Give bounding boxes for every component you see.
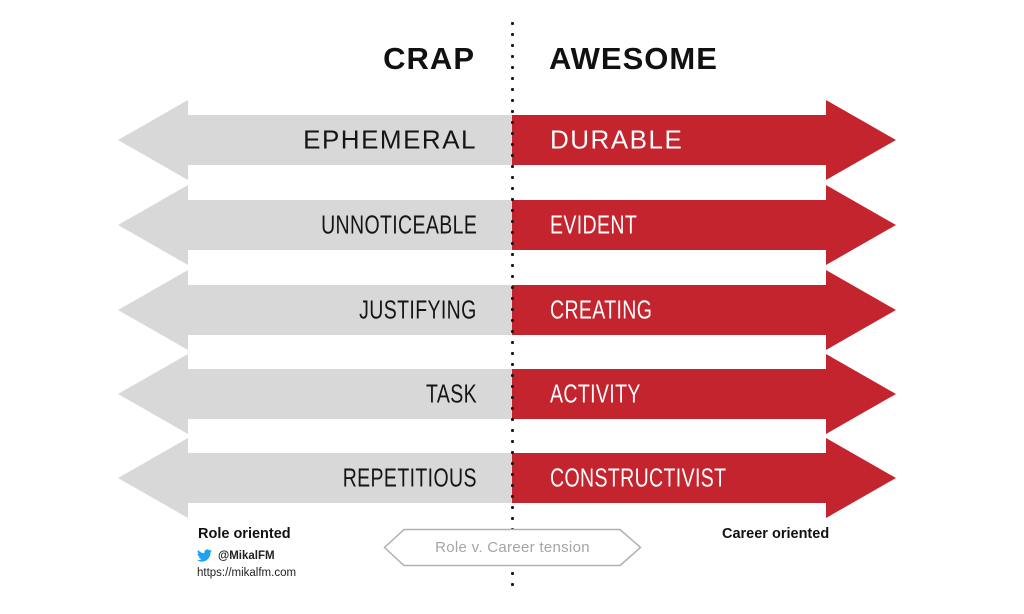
right-arrow-body <box>512 369 826 419</box>
center-dotted-divider <box>510 18 515 594</box>
comparison-row: EPHEMERAL DURABLE <box>0 100 1024 180</box>
comparison-row: REPETITIOUS CONSTRUCTIVIST <box>0 438 1024 518</box>
right-term-label: CREATING <box>550 294 653 325</box>
left-arrow-body <box>187 369 512 419</box>
twitter-handle: @MikalFM <box>218 549 275 562</box>
right-arrow-head <box>826 100 896 180</box>
right-term-label: EVIDENT <box>550 209 638 240</box>
left-arrow-head <box>118 185 188 265</box>
left-arrow-head <box>118 100 188 180</box>
role-oriented-caption: Role oriented <box>198 526 291 542</box>
header-awesome-label: AWESOME <box>549 41 718 76</box>
twitter-attribution: @MikalFM <box>197 549 275 562</box>
left-arrow-head <box>118 354 188 434</box>
role-career-tension-badge <box>383 528 642 567</box>
left-term-label: JUSTIFYING <box>359 294 477 325</box>
right-arrow-head <box>826 438 896 518</box>
left-arrow-body <box>187 285 512 335</box>
comparison-row: JUSTIFYING CREATING <box>0 270 1024 350</box>
website-url: https://mikalfm.com <box>197 567 297 579</box>
right-arrow-body <box>512 285 826 335</box>
left-arrow-head <box>118 438 188 518</box>
right-arrow-body <box>512 453 826 503</box>
left-term-label: TASK <box>426 378 477 409</box>
left-term-label: EPHEMERAL <box>303 124 477 155</box>
right-arrow-head <box>826 185 896 265</box>
right-term-label: ACTIVITY <box>550 378 641 409</box>
right-arrow-head <box>826 354 896 434</box>
right-arrow-body <box>512 200 826 250</box>
left-arrow-head <box>118 270 188 350</box>
right-term-label: CONSTRUCTIVIST <box>550 462 727 493</box>
right-arrow-body <box>512 115 826 165</box>
right-arrow-head <box>826 270 896 350</box>
left-arrow-body <box>187 453 512 503</box>
career-oriented-caption: Career oriented <box>722 526 830 542</box>
right-term-label: DURABLE <box>550 124 684 155</box>
left-term-label: REPETITIOUS <box>342 462 477 493</box>
left-arrow-body <box>187 200 512 250</box>
left-arrow-body <box>187 115 512 165</box>
comparison-row: UNNOTICEABLE EVIDENT <box>0 185 1024 265</box>
left-term-label: UNNOTICEABLE <box>320 209 477 240</box>
badge-label: Role v. Career tension <box>435 539 590 556</box>
header-crap-label: CRAP <box>383 41 475 76</box>
twitter-bird-icon <box>197 549 212 562</box>
comparison-row: TASK ACTIVITY <box>0 354 1024 434</box>
